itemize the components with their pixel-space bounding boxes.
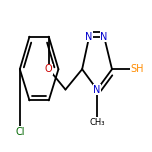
Text: N: N	[100, 32, 108, 42]
Text: CH₃: CH₃	[89, 118, 105, 127]
Text: N: N	[93, 85, 101, 95]
Text: Cl: Cl	[15, 127, 25, 137]
Text: O: O	[45, 64, 53, 74]
Text: SH: SH	[130, 64, 144, 74]
Text: N: N	[85, 32, 93, 42]
